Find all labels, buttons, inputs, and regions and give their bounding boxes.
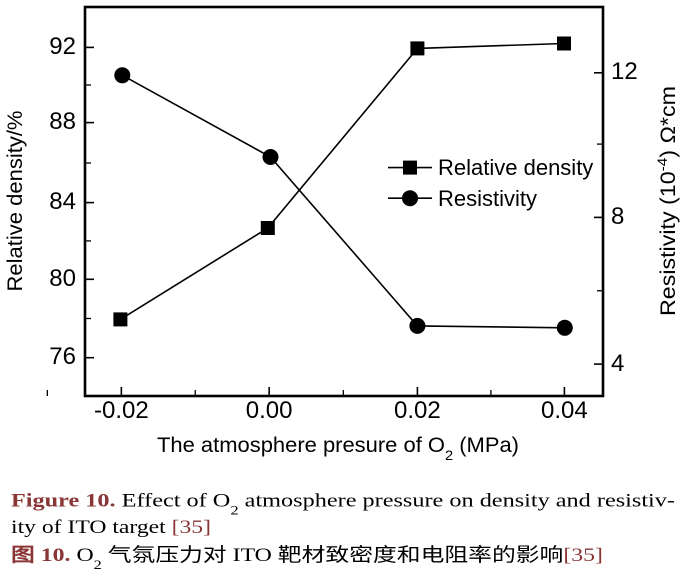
- svg-text:-0.02: -0.02: [94, 397, 149, 424]
- svg-text:4: 4: [611, 350, 624, 377]
- svg-text:84: 84: [49, 188, 76, 215]
- svg-text:0.02: 0.02: [394, 397, 441, 424]
- svg-text:0.04: 0.04: [541, 397, 588, 424]
- svg-text:Resistivity: Resistivity: [438, 186, 537, 211]
- svg-text:ity of ITO target [35]: ity of ITO target [35]: [11, 517, 211, 538]
- svg-text:76: 76: [49, 343, 76, 370]
- svg-text:92: 92: [49, 33, 76, 60]
- svg-text:80: 80: [49, 265, 76, 292]
- svg-text:Resistivity (10-4) Ω*cm: Resistivity (10-4) Ω*cm: [654, 86, 680, 316]
- svg-text:Relative density/%: Relative density/%: [4, 111, 27, 292]
- svg-text:88: 88: [49, 108, 76, 135]
- svg-text:8: 8: [611, 203, 624, 230]
- svg-text:12: 12: [611, 58, 638, 85]
- svg-text:Relative density: Relative density: [438, 155, 593, 180]
- svg-text:0.00: 0.00: [246, 397, 293, 424]
